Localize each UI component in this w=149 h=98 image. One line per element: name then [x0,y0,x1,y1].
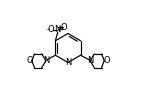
Text: N: N [43,56,49,65]
Text: O: O [61,23,68,32]
Text: N: N [87,56,93,65]
Text: +: + [57,26,63,31]
Text: O: O [103,56,110,65]
Text: N: N [55,25,61,34]
Text: O: O [48,25,55,34]
Text: -: - [47,25,50,34]
Text: O: O [26,56,33,65]
Text: N: N [65,58,71,67]
